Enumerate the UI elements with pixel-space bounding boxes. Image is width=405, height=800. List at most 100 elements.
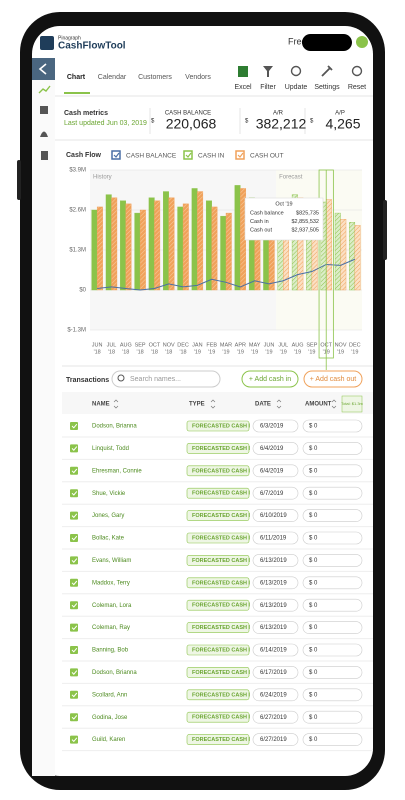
checkbox[interactable] — [70, 668, 78, 677]
amount-input[interactable] — [302, 486, 363, 500]
checkbox[interactable] — [70, 422, 78, 430]
x-tick-label: FEB — [206, 342, 217, 348]
y-tick-label: $1.3M — [69, 248, 86, 254]
amount: $ 0 — [309, 536, 318, 542]
column-header[interactable]: AMOUNT — [305, 402, 332, 408]
date-input[interactable] — [252, 531, 299, 545]
name[interactable]: Evans, William — [92, 558, 131, 564]
checkbox[interactable] — [70, 466, 78, 475]
amount-input[interactable] — [302, 643, 363, 657]
date-input[interactable] — [252, 486, 299, 500]
amount-input[interactable] — [302, 509, 363, 522]
amount-input[interactable] — [302, 531, 363, 545]
toolbar-label[interactable]: Update — [285, 84, 308, 91]
column-header[interactable]: TYPE — [189, 402, 205, 408]
amount-input[interactable] — [302, 688, 363, 702]
date: 6/13/2019 — [260, 603, 287, 609]
amount-input[interactable] — [302, 576, 363, 590]
name[interactable]: Banning, Bob — [92, 648, 129, 654]
update-icon[interactable] — [290, 65, 302, 77]
excel-icon[interactable] — [238, 66, 248, 77]
back-button[interactable] — [32, 58, 55, 80]
date-input[interactable] — [252, 733, 299, 746]
tab[interactable]: Customers — [138, 74, 172, 81]
checkbox[interactable] — [70, 511, 78, 520]
amount-input[interactable] — [302, 419, 363, 433]
legend-swatch[interactable] — [235, 150, 245, 160]
toolbar-label[interactable]: Filter — [260, 84, 276, 91]
toolbar-label[interactable]: Reset — [348, 84, 366, 91]
search-placeholder[interactable]: Search names... — [130, 376, 181, 383]
checkbox[interactable] — [70, 534, 78, 542]
add-cash-out-button[interactable] — [303, 370, 363, 388]
checkbox[interactable] — [70, 489, 78, 498]
amount-input[interactable] — [302, 733, 363, 746]
amount-input[interactable] — [302, 554, 363, 567]
name[interactable]: Shue, Vickie — [92, 491, 126, 497]
date-input[interactable] — [252, 643, 299, 657]
legend-swatch[interactable] — [111, 150, 121, 160]
name[interactable]: Bollac, Kate — [92, 536, 125, 542]
toolbar-label[interactable]: Excel — [234, 84, 252, 91]
legend-swatch[interactable] — [183, 150, 193, 160]
column-header[interactable]: NAME — [92, 402, 110, 408]
filter-icon[interactable] — [263, 66, 273, 77]
checkbox[interactable] — [70, 601, 78, 610]
column-header[interactable]: DATE — [255, 402, 271, 408]
name[interactable]: Dodson, Brianna — [92, 424, 137, 430]
date-input[interactable] — [252, 509, 299, 522]
checkbox[interactable] — [70, 713, 78, 722]
date-input[interactable] — [252, 576, 299, 590]
date-input[interactable] — [252, 598, 299, 612]
date-input[interactable] — [252, 621, 299, 634]
settings-icon[interactable] — [321, 65, 333, 77]
docs-nav-icon[interactable] — [41, 151, 48, 160]
name[interactable]: Coleman, Lora — [92, 603, 132, 609]
amount-input[interactable] — [302, 598, 363, 612]
chart-nav-icon[interactable] — [38, 85, 51, 94]
type: FORECASTED CASH I — [192, 692, 251, 698]
date-input[interactable] — [252, 688, 299, 702]
name[interactable]: Ehresman, Connie — [92, 468, 142, 474]
date-input[interactable] — [252, 442, 299, 455]
date-input[interactable] — [252, 554, 299, 567]
amount-input[interactable] — [302, 464, 363, 478]
name[interactable]: Linquist, Todd — [92, 446, 129, 452]
checkbox[interactable] — [70, 578, 78, 587]
name[interactable]: Coleman, Ray — [92, 625, 130, 631]
name[interactable]: Scollard, Ann — [92, 692, 127, 698]
date: 6/3/2019 — [260, 424, 284, 430]
dashboard-nav-icon[interactable] — [40, 106, 48, 114]
avatar[interactable] — [356, 36, 368, 48]
date-input[interactable] — [252, 419, 299, 433]
date: 6/13/2019 — [260, 625, 287, 631]
tooltip-value: $2,937,505 — [291, 227, 319, 233]
amount-input[interactable] — [302, 621, 363, 634]
tab[interactable]: Chart — [67, 74, 86, 81]
name[interactable]: Guild, Karen — [92, 737, 125, 743]
date-input[interactable] — [252, 710, 299, 724]
checkbox[interactable] — [70, 623, 78, 632]
name[interactable]: Jones, Gary — [92, 513, 124, 519]
date-input[interactable] — [252, 464, 299, 478]
checkbox[interactable] — [70, 556, 78, 565]
date-input[interactable] — [252, 666, 299, 679]
amount-input[interactable] — [302, 442, 363, 455]
name[interactable]: Dodson, Brianna — [92, 670, 137, 676]
checkbox[interactable] — [70, 646, 78, 654]
checkbox[interactable] — [70, 735, 78, 744]
tab[interactable]: Vendors — [185, 74, 211, 81]
name[interactable]: Maddox, Terry — [92, 580, 130, 586]
search-box[interactable] — [111, 370, 221, 388]
tab[interactable]: Calendar — [98, 74, 127, 81]
amount-input[interactable] — [302, 666, 363, 679]
checkbox[interactable] — [70, 444, 78, 453]
toolbar-label[interactable]: Settings — [314, 84, 340, 91]
amount-input[interactable] — [302, 710, 363, 724]
add-cash-in-button[interactable] — [241, 370, 299, 388]
bar — [326, 199, 332, 291]
checkbox[interactable] — [70, 690, 78, 699]
reset-icon[interactable] — [351, 65, 363, 77]
alerts-nav-icon[interactable] — [40, 131, 48, 138]
name[interactable]: Godina, Jose — [92, 715, 128, 721]
